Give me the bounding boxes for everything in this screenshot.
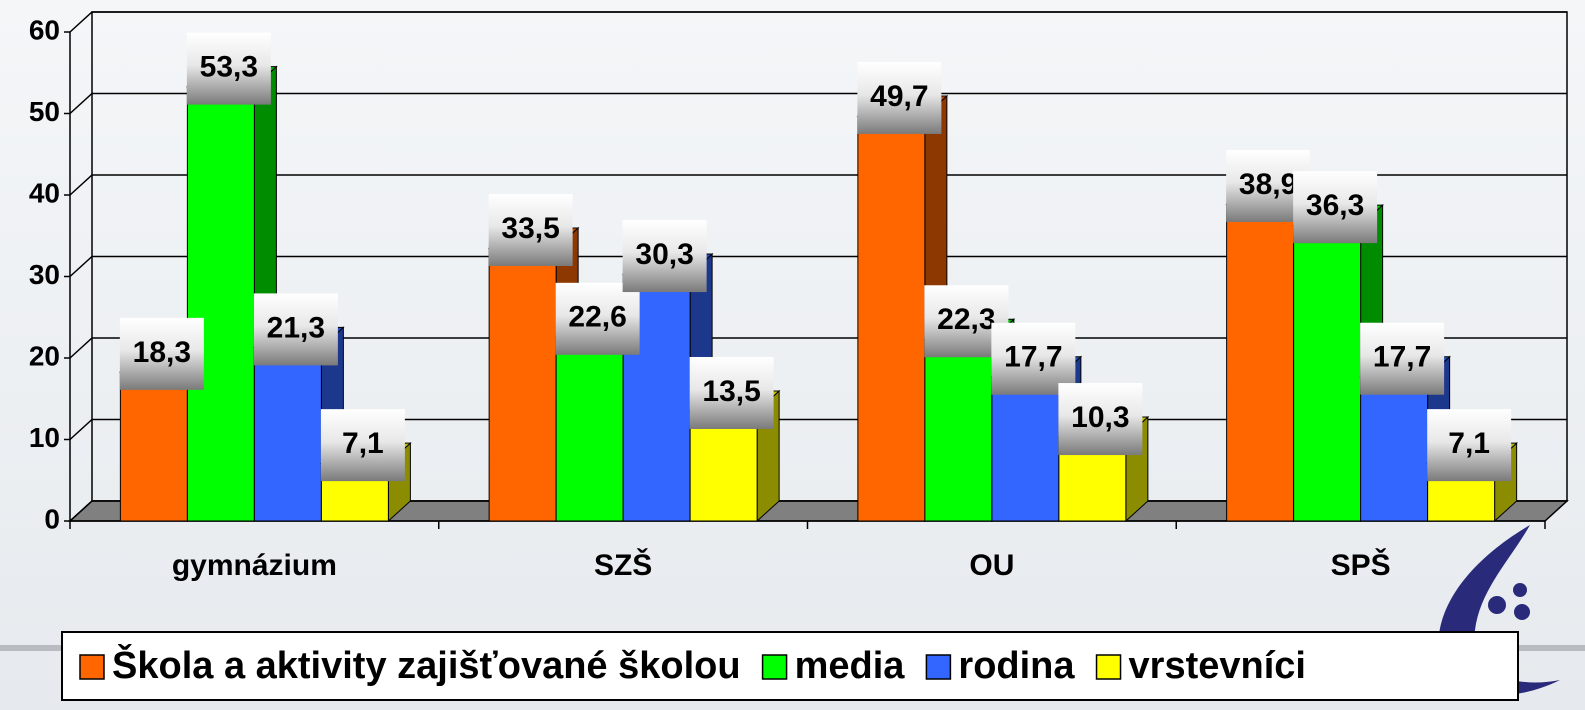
data-label-text: 10,3 xyxy=(1071,401,1129,434)
data-label-box xyxy=(186,32,271,105)
grid-line xyxy=(69,92,1567,115)
data-label-box xyxy=(555,282,640,355)
data-label: 21,3 xyxy=(253,293,338,366)
data-label-text: 17,7 xyxy=(1373,341,1431,374)
data-label-box xyxy=(689,356,774,429)
data-label-text: 53,3 xyxy=(200,51,258,84)
x-tick-label: OU xyxy=(969,549,1014,582)
data-label: 13,5 xyxy=(689,356,774,429)
legend-label: vrstevníci xyxy=(1129,645,1306,687)
data-label-text: 38,9 xyxy=(1239,168,1297,201)
legend-swatch xyxy=(761,654,788,680)
data-label-box xyxy=(488,193,573,266)
data-label-box xyxy=(622,220,707,293)
y-tick-label: 20 xyxy=(29,340,60,371)
bar-front xyxy=(1226,203,1295,522)
data-label: 17,7 xyxy=(991,322,1076,395)
data-label-text: 7,1 xyxy=(1448,427,1490,460)
data-label-box xyxy=(253,293,338,366)
data-label: 7,1 xyxy=(1427,409,1512,482)
x-tick-label: SPŠ xyxy=(1331,548,1391,582)
data-label-box xyxy=(1293,171,1378,244)
bar-front xyxy=(1293,224,1362,522)
y-tick-label: 0 xyxy=(44,503,60,534)
x-tick-label: SZŠ xyxy=(594,548,652,582)
data-label-text: 17,7 xyxy=(1004,341,1062,374)
data-label-text: 30,3 xyxy=(635,238,693,271)
data-label-box xyxy=(1360,322,1445,395)
bar-front xyxy=(186,86,255,522)
data-label-text: 49,7 xyxy=(870,80,928,113)
y-tick-label: 30 xyxy=(29,259,60,290)
y-tick-label: 50 xyxy=(29,96,60,127)
data-label: 30,3 xyxy=(622,220,707,293)
bar-front xyxy=(857,115,926,522)
y-tick-label: 40 xyxy=(29,177,60,208)
data-label: 7,1 xyxy=(320,409,405,482)
data-label-text: 18,3 xyxy=(133,336,191,369)
legend-label: rodina xyxy=(958,645,1075,687)
data-label: 18,3 xyxy=(119,317,204,390)
legend-label: media xyxy=(795,645,906,687)
data-label-text: 7,1 xyxy=(342,427,384,460)
grid-line xyxy=(69,11,1567,33)
legend-swatch xyxy=(79,654,105,680)
grid-line xyxy=(69,255,1567,278)
bar-front xyxy=(1360,376,1429,522)
y-tick-label: 60 xyxy=(29,14,60,45)
data-label-box xyxy=(1427,409,1512,482)
data-label: 53,3 xyxy=(186,32,271,105)
grid-line xyxy=(69,174,1567,196)
bar-front xyxy=(689,410,758,522)
x-tick-label: gymnázium xyxy=(172,549,337,582)
bar-front xyxy=(991,376,1060,522)
data-label: 36,3 xyxy=(1293,171,1378,244)
data-label-box xyxy=(1058,383,1143,456)
data-label-text: 33,5 xyxy=(501,212,559,245)
data-label: 49,7 xyxy=(857,61,942,134)
y-tick-label: 10 xyxy=(29,422,60,453)
legend-swatch xyxy=(925,654,952,680)
data-label-text: 36,3 xyxy=(1306,189,1364,222)
data-label: 33,5 xyxy=(488,193,573,266)
legend-label: Škola a aktivity zajišťované školou xyxy=(112,642,741,687)
legend-box xyxy=(61,631,1519,701)
data-label-box xyxy=(857,61,942,134)
bar-front xyxy=(119,371,188,522)
data-label-text: 13,5 xyxy=(702,375,760,408)
data-label-box xyxy=(991,322,1076,395)
data-label-text: 22,6 xyxy=(568,301,626,334)
bar-front xyxy=(488,247,557,522)
data-label: 22,6 xyxy=(555,282,640,355)
legend-swatch xyxy=(1095,654,1122,680)
data-label-box xyxy=(320,409,405,482)
data-label-box xyxy=(119,317,204,390)
bar-front xyxy=(555,336,624,522)
data-label: 10,3 xyxy=(1058,383,1143,456)
data-label: 17,7 xyxy=(1360,322,1445,395)
data-label-text: 22,3 xyxy=(937,303,995,336)
data-label-text: 21,3 xyxy=(267,311,325,344)
bar-front xyxy=(253,346,322,522)
bar-front xyxy=(924,338,993,522)
